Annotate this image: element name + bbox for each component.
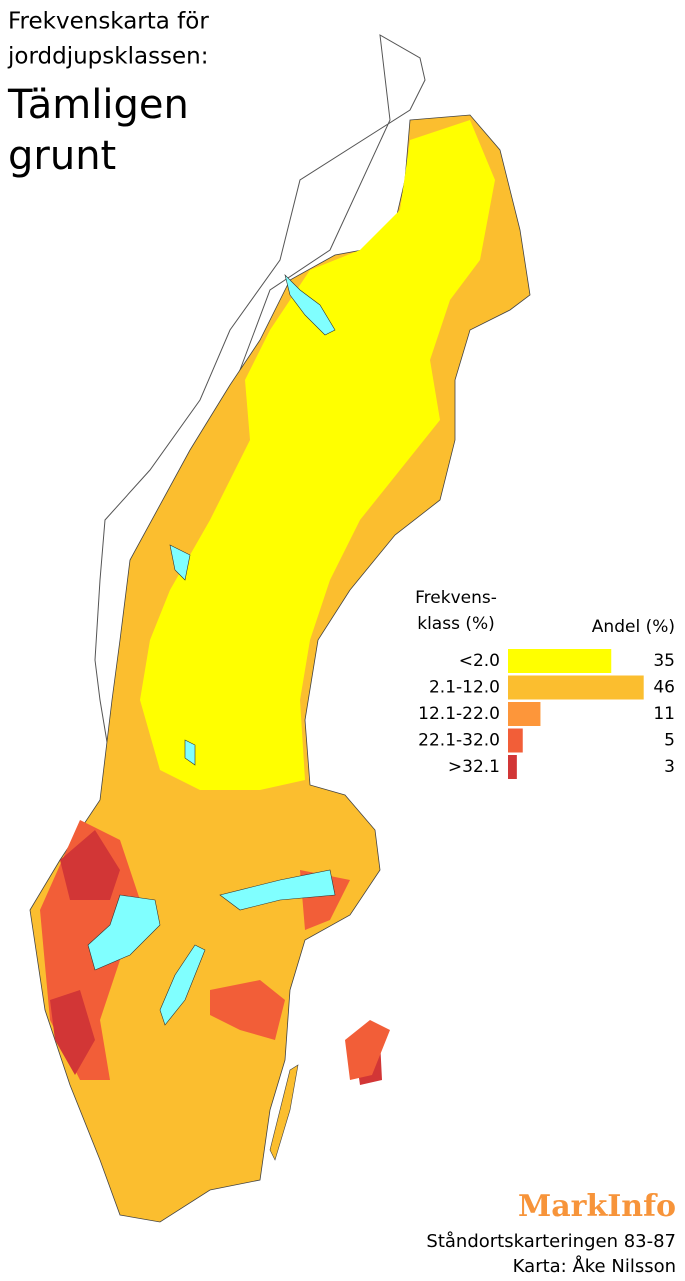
legend-class: 12.1-22.0 xyxy=(418,704,500,724)
legend-share: 35 xyxy=(653,651,675,671)
legend-class: >32.1 xyxy=(448,757,500,777)
title-block: Frekvenskarta för jorddjupsklassen: Täml… xyxy=(7,9,209,180)
low-frequency-area xyxy=(140,120,495,790)
map xyxy=(29,34,531,1223)
source: Ståndortskarteringen 83-87 xyxy=(426,1231,676,1252)
title: jorddjupsklassen: xyxy=(7,44,209,70)
brand: MarkInfo xyxy=(518,1189,676,1224)
legend-header: Frekvens- xyxy=(415,588,497,608)
title: Frekvenskarta för xyxy=(8,9,209,35)
legend-share: 46 xyxy=(653,678,675,698)
legend-header: klass (%) xyxy=(417,614,495,634)
legend-bar xyxy=(508,755,517,779)
high-frequency-area xyxy=(210,870,390,1080)
credit: Karta: Åke Nilsson xyxy=(513,1255,676,1277)
region-outline xyxy=(94,34,426,761)
legend-bar xyxy=(508,649,612,673)
legend-class: 2.1-12.0 xyxy=(429,678,500,698)
high-frequency-area xyxy=(50,830,382,1085)
subtitle: grunt xyxy=(8,133,116,179)
island xyxy=(269,1064,299,1161)
legend-class: <2.0 xyxy=(459,651,500,671)
legend-share: 3 xyxy=(664,757,675,777)
lake xyxy=(87,274,336,1026)
subtitle: Tämligen xyxy=(7,82,189,128)
footer: MarkInfo Ståndortskarteringen 83-87 Kart… xyxy=(426,1189,676,1277)
legend-header: Andel (%) xyxy=(592,617,675,637)
legend-class: 22.1-32.0 xyxy=(418,731,500,751)
legend-bar xyxy=(508,728,523,753)
legend-share: 11 xyxy=(653,704,675,724)
legend-bar xyxy=(508,702,541,726)
legend-bar xyxy=(508,675,644,700)
legend: Frekvens- klass (%) Andel (%) <2.0 352.1-… xyxy=(415,588,675,779)
legend-share: 5 xyxy=(664,731,675,751)
